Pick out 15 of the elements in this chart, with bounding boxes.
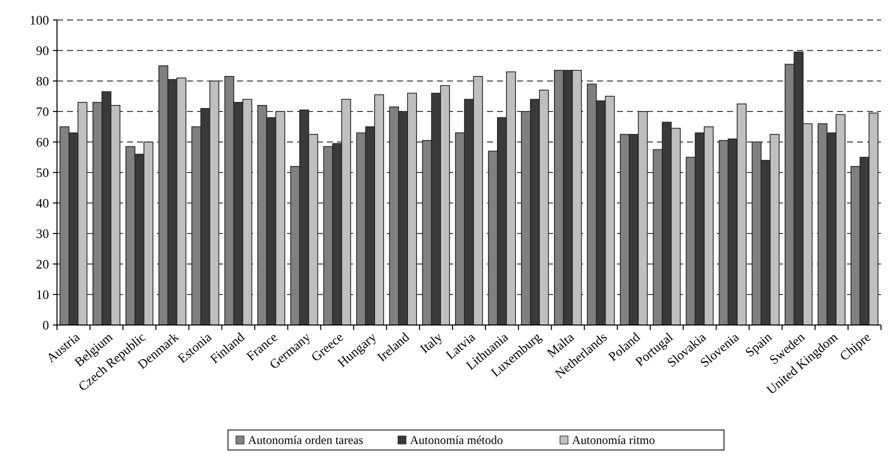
y-tick-label: 90: [36, 43, 49, 58]
y-tick-label: 0: [42, 318, 49, 333]
y-tick-label: 40: [36, 196, 49, 211]
y-tick-label: 100: [30, 12, 49, 28]
legend-label: Autonomía orden tareas: [248, 433, 364, 448]
x-tick-label: Italy: [417, 328, 446, 356]
legend-label: Autonomía método: [410, 433, 503, 448]
legend-label: Autonomía ritmo: [572, 433, 655, 448]
y-tick-label: 50: [36, 165, 49, 180]
y-tick-label: 80: [36, 74, 49, 89]
y-tick-label: 10: [36, 287, 49, 302]
y-tick-label: 30: [36, 226, 49, 242]
y-tick-label: 20: [36, 256, 49, 272]
y-tick-label: 70: [36, 104, 49, 120]
y-tick-label: 60: [36, 134, 49, 150]
